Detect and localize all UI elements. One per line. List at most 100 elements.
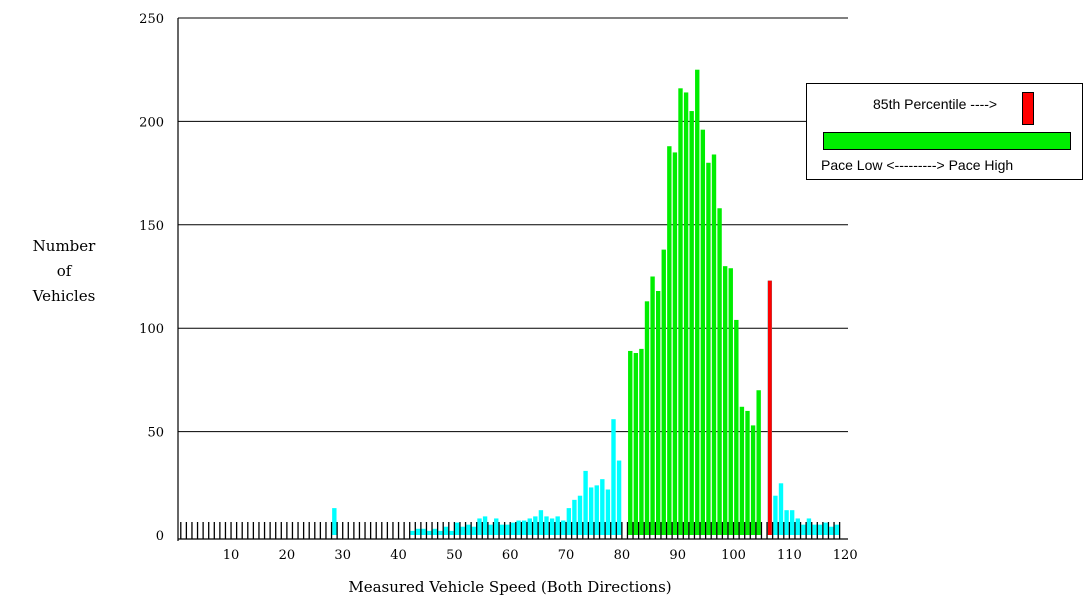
bar: [443, 526, 449, 535]
x-tick-labels: 10 20 30 40 50 60 70 80 90 100 110 120: [223, 548, 858, 563]
x-tick-label: 70: [558, 548, 575, 563]
bar: [806, 518, 812, 535]
bar: [533, 516, 538, 535]
x-axis-label: Measured Vehicle Speed (Both Directions): [348, 578, 671, 596]
bar: [583, 470, 588, 535]
bar: [650, 276, 655, 535]
bar: [438, 530, 443, 535]
bar: [432, 528, 438, 535]
bar: [488, 524, 493, 535]
bar: [561, 520, 566, 535]
bar: [538, 510, 544, 535]
x-tick-label: 20: [279, 548, 296, 563]
y-axis-label: Number of Vehicles: [32, 237, 96, 305]
bar: [332, 508, 337, 535]
y-axis-label-line-3: Vehicles: [32, 287, 96, 305]
x-tick-label: 100: [721, 548, 746, 563]
bar: [421, 528, 426, 535]
bar: [817, 524, 823, 535]
bar: [588, 487, 594, 535]
y-axis-label-line-2: of: [57, 262, 73, 280]
bar: [516, 520, 521, 535]
bar: [812, 524, 817, 535]
bar: [655, 290, 661, 535]
bar: [494, 518, 499, 535]
bar: [801, 524, 806, 535]
bar: [667, 146, 672, 535]
x-tick-label: 30: [334, 548, 351, 563]
bar: [549, 518, 555, 535]
x-tick-label: 50: [446, 548, 463, 563]
x-tick-label: 80: [614, 548, 631, 563]
bar: [521, 520, 527, 535]
x-tick-label: 60: [502, 548, 519, 563]
bar: [605, 489, 611, 535]
bar: [460, 526, 465, 535]
y-tick-label: 100: [139, 322, 164, 337]
bar: [410, 530, 415, 535]
bar: [829, 526, 834, 535]
bar: [527, 518, 532, 535]
y-tick-label: 150: [139, 219, 164, 234]
bar: [449, 530, 454, 535]
bar: [415, 528, 421, 535]
bar: [823, 522, 828, 535]
bar: [466, 524, 471, 535]
chart-legend: 85th Percentile ----> Pace Low <--------…: [806, 83, 1083, 180]
bar: [505, 524, 510, 535]
bar: [689, 111, 694, 535]
bar: [477, 518, 482, 535]
bar: [834, 524, 840, 535]
bar: [499, 524, 505, 535]
bar: [789, 510, 795, 535]
bar: [795, 518, 800, 535]
axes-group: [177, 18, 848, 541]
bar: [756, 390, 761, 535]
y-tick-label: 200: [139, 115, 164, 130]
bar: [734, 319, 739, 535]
bar: [778, 483, 784, 535]
percentile-legend-swatch: [1022, 92, 1034, 125]
bar: [427, 530, 432, 535]
bar: [717, 208, 722, 536]
bar: [678, 88, 683, 535]
pace-legend-swatch: [823, 132, 1071, 150]
x-tick-label: 10: [223, 548, 240, 563]
bars-group: [332, 69, 840, 536]
percentile-legend-label: 85th Percentile ---->: [873, 96, 998, 112]
bar: [695, 69, 700, 535]
bar: [611, 419, 616, 535]
bar: [683, 92, 689, 535]
bar: [510, 522, 516, 535]
bar: [728, 268, 733, 535]
y-tick-label: 50: [147, 426, 164, 441]
bar: [773, 495, 778, 535]
bar: [639, 348, 644, 535]
bar: [577, 495, 583, 535]
bar: [644, 301, 650, 535]
bar: [750, 425, 756, 535]
bar: [672, 152, 678, 536]
bar: [706, 162, 711, 535]
bar: [722, 266, 728, 535]
bar: [566, 508, 572, 535]
bar: [739, 406, 745, 535]
bar: [628, 350, 633, 535]
x-tick-label: 110: [777, 548, 802, 563]
y-tick-label: 0: [156, 529, 164, 544]
bar: [711, 154, 717, 535]
bar: [544, 516, 549, 535]
grid-lines: [178, 17, 848, 433]
pace-legend-label: Pace Low <---------> Pace High: [821, 157, 1014, 173]
x-tick-label: 40: [390, 548, 407, 563]
bar: [454, 522, 460, 535]
bar: [471, 526, 477, 535]
bar: [633, 353, 639, 535]
y-axis-label-line-1: Number: [33, 237, 96, 255]
bar: [600, 479, 605, 535]
bar: [555, 516, 560, 535]
bar: [572, 499, 577, 535]
bar: [661, 249, 666, 535]
bar: [700, 129, 706, 535]
